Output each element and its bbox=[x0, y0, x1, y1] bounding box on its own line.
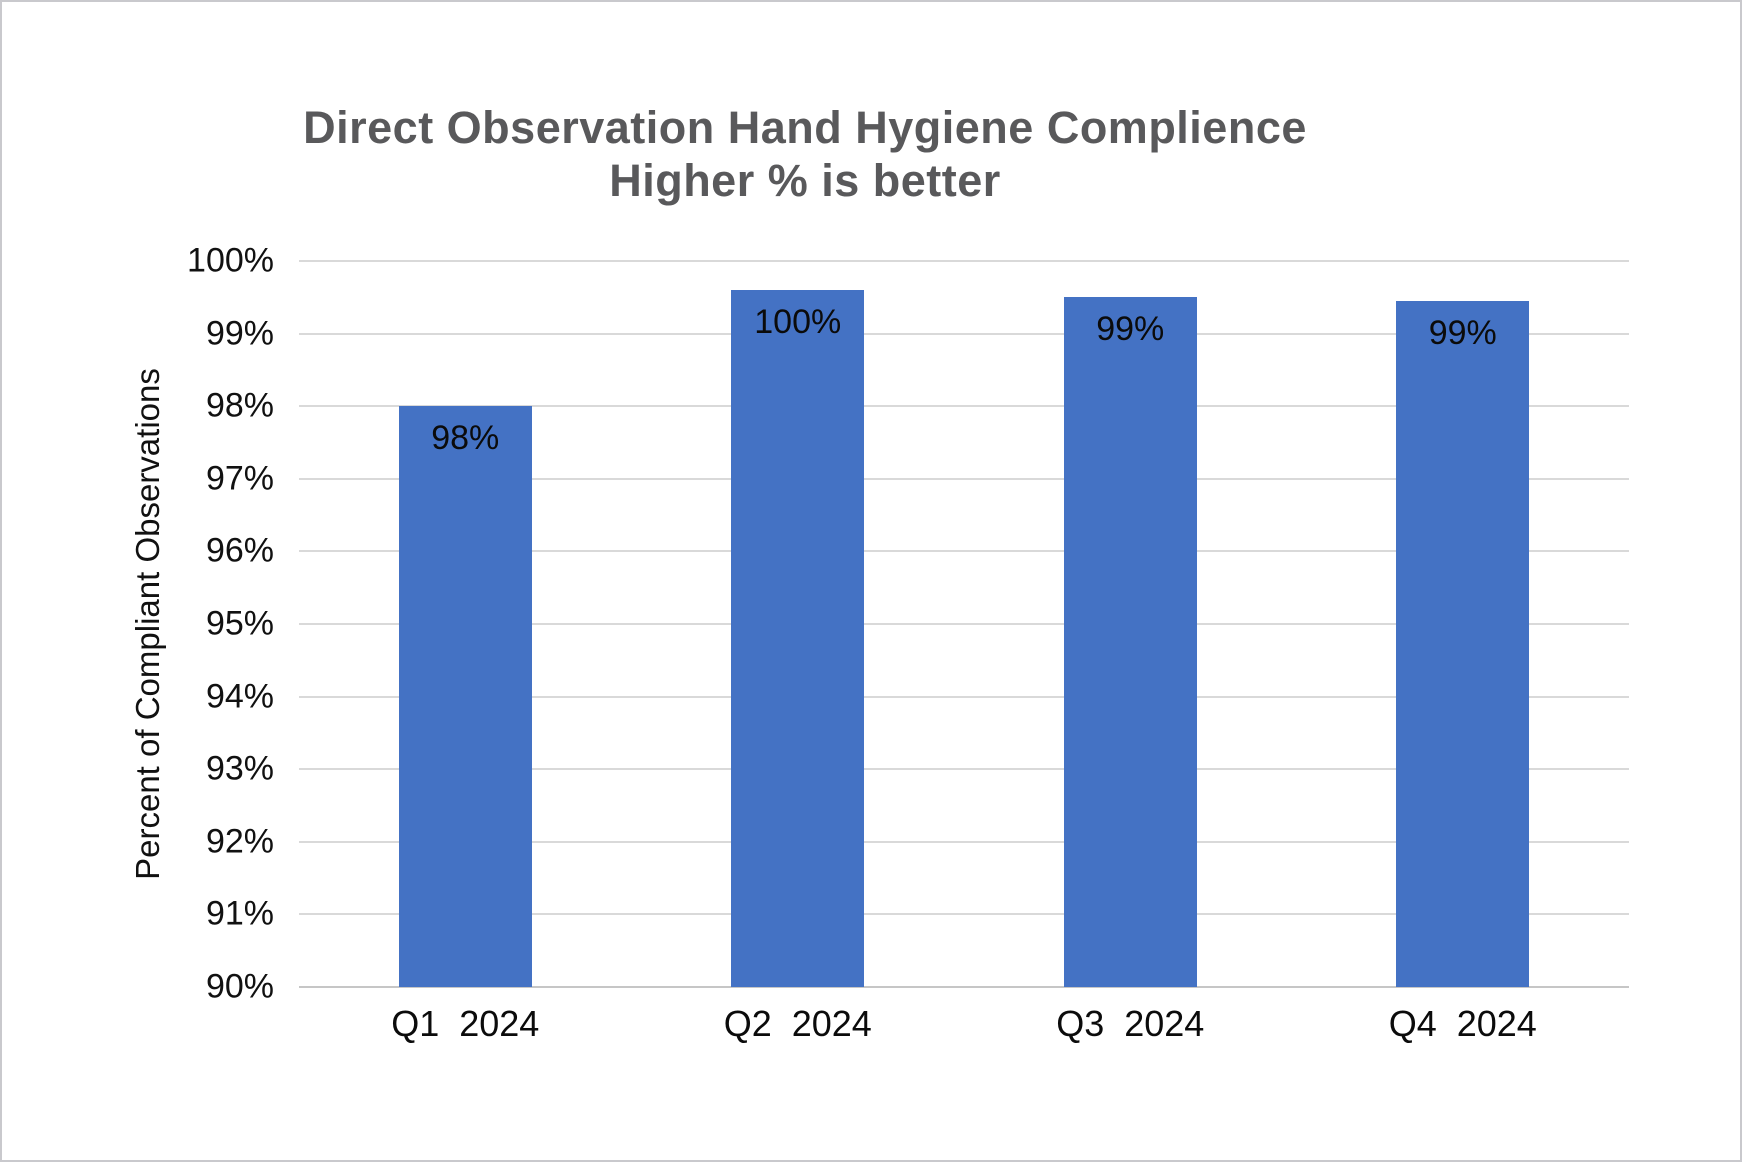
y-tick-label: 100% bbox=[187, 241, 274, 280]
gridline bbox=[299, 332, 1629, 335]
y-tick-label: 98% bbox=[205, 386, 274, 425]
chart-title: Direct Observation Hand Hygiene Complien… bbox=[303, 102, 1307, 153]
plot-area: 98% 100% 99% 99% bbox=[299, 260, 1629, 988]
x-tick-label: Q4 2024 bbox=[1388, 1003, 1537, 1044]
x-axis-tick-labels: Q1 2024 Q2 2024 Q3 2024 Q4 2024 bbox=[299, 1003, 1629, 1049]
bar-value-label: 98% bbox=[431, 419, 500, 458]
gridline bbox=[299, 695, 1629, 698]
bar-q4-2024: 99% bbox=[1396, 300, 1530, 987]
y-tick-label: 93% bbox=[205, 749, 274, 788]
y-tick-label: 90% bbox=[205, 967, 274, 1006]
chart-subtitle: Higher % is better bbox=[609, 155, 1001, 206]
gridline bbox=[299, 477, 1629, 480]
gridline bbox=[299, 405, 1629, 408]
gridline bbox=[299, 768, 1629, 771]
y-tick-label: 97% bbox=[205, 459, 274, 498]
x-tick-label: Q1 2024 bbox=[391, 1003, 540, 1044]
x-tick-label: Q2 2024 bbox=[723, 1003, 872, 1044]
gridline bbox=[299, 840, 1629, 843]
y-tick-label: 99% bbox=[205, 314, 274, 353]
gridline bbox=[299, 913, 1629, 916]
bar-value-label: 99% bbox=[1428, 313, 1497, 352]
bar-value-label: 100% bbox=[754, 303, 842, 342]
chart-title-block: Direct Observation Hand Hygiene Complien… bbox=[2, 101, 1608, 207]
bar-q2-2024: 100% bbox=[731, 290, 865, 987]
x-tick-label: Q3 2024 bbox=[1056, 1003, 1205, 1044]
y-tick-label: 92% bbox=[205, 822, 274, 861]
gridline bbox=[299, 550, 1629, 553]
bar-value-label: 99% bbox=[1096, 310, 1165, 349]
y-tick-label: 94% bbox=[205, 677, 274, 716]
y-tick-label: 95% bbox=[205, 604, 274, 643]
y-tick-label: 96% bbox=[205, 531, 274, 570]
gridline bbox=[299, 986, 1629, 988]
y-axis-tick-labels: 100% 99% 98% 97% 96% 95% 94% 93% 92% 91% 90% bbox=[2, 242, 274, 1006]
gridline bbox=[299, 623, 1629, 625]
y-tick-label: 91% bbox=[205, 894, 274, 933]
bar-q3-2024: 99% bbox=[1063, 297, 1197, 987]
gridlines-layer bbox=[299, 260, 1629, 988]
bar-q1-2024: 98% bbox=[398, 406, 532, 987]
bars-layer: 98% 100% 99% 99% bbox=[299, 261, 1629, 987]
gridline bbox=[299, 260, 1629, 262]
